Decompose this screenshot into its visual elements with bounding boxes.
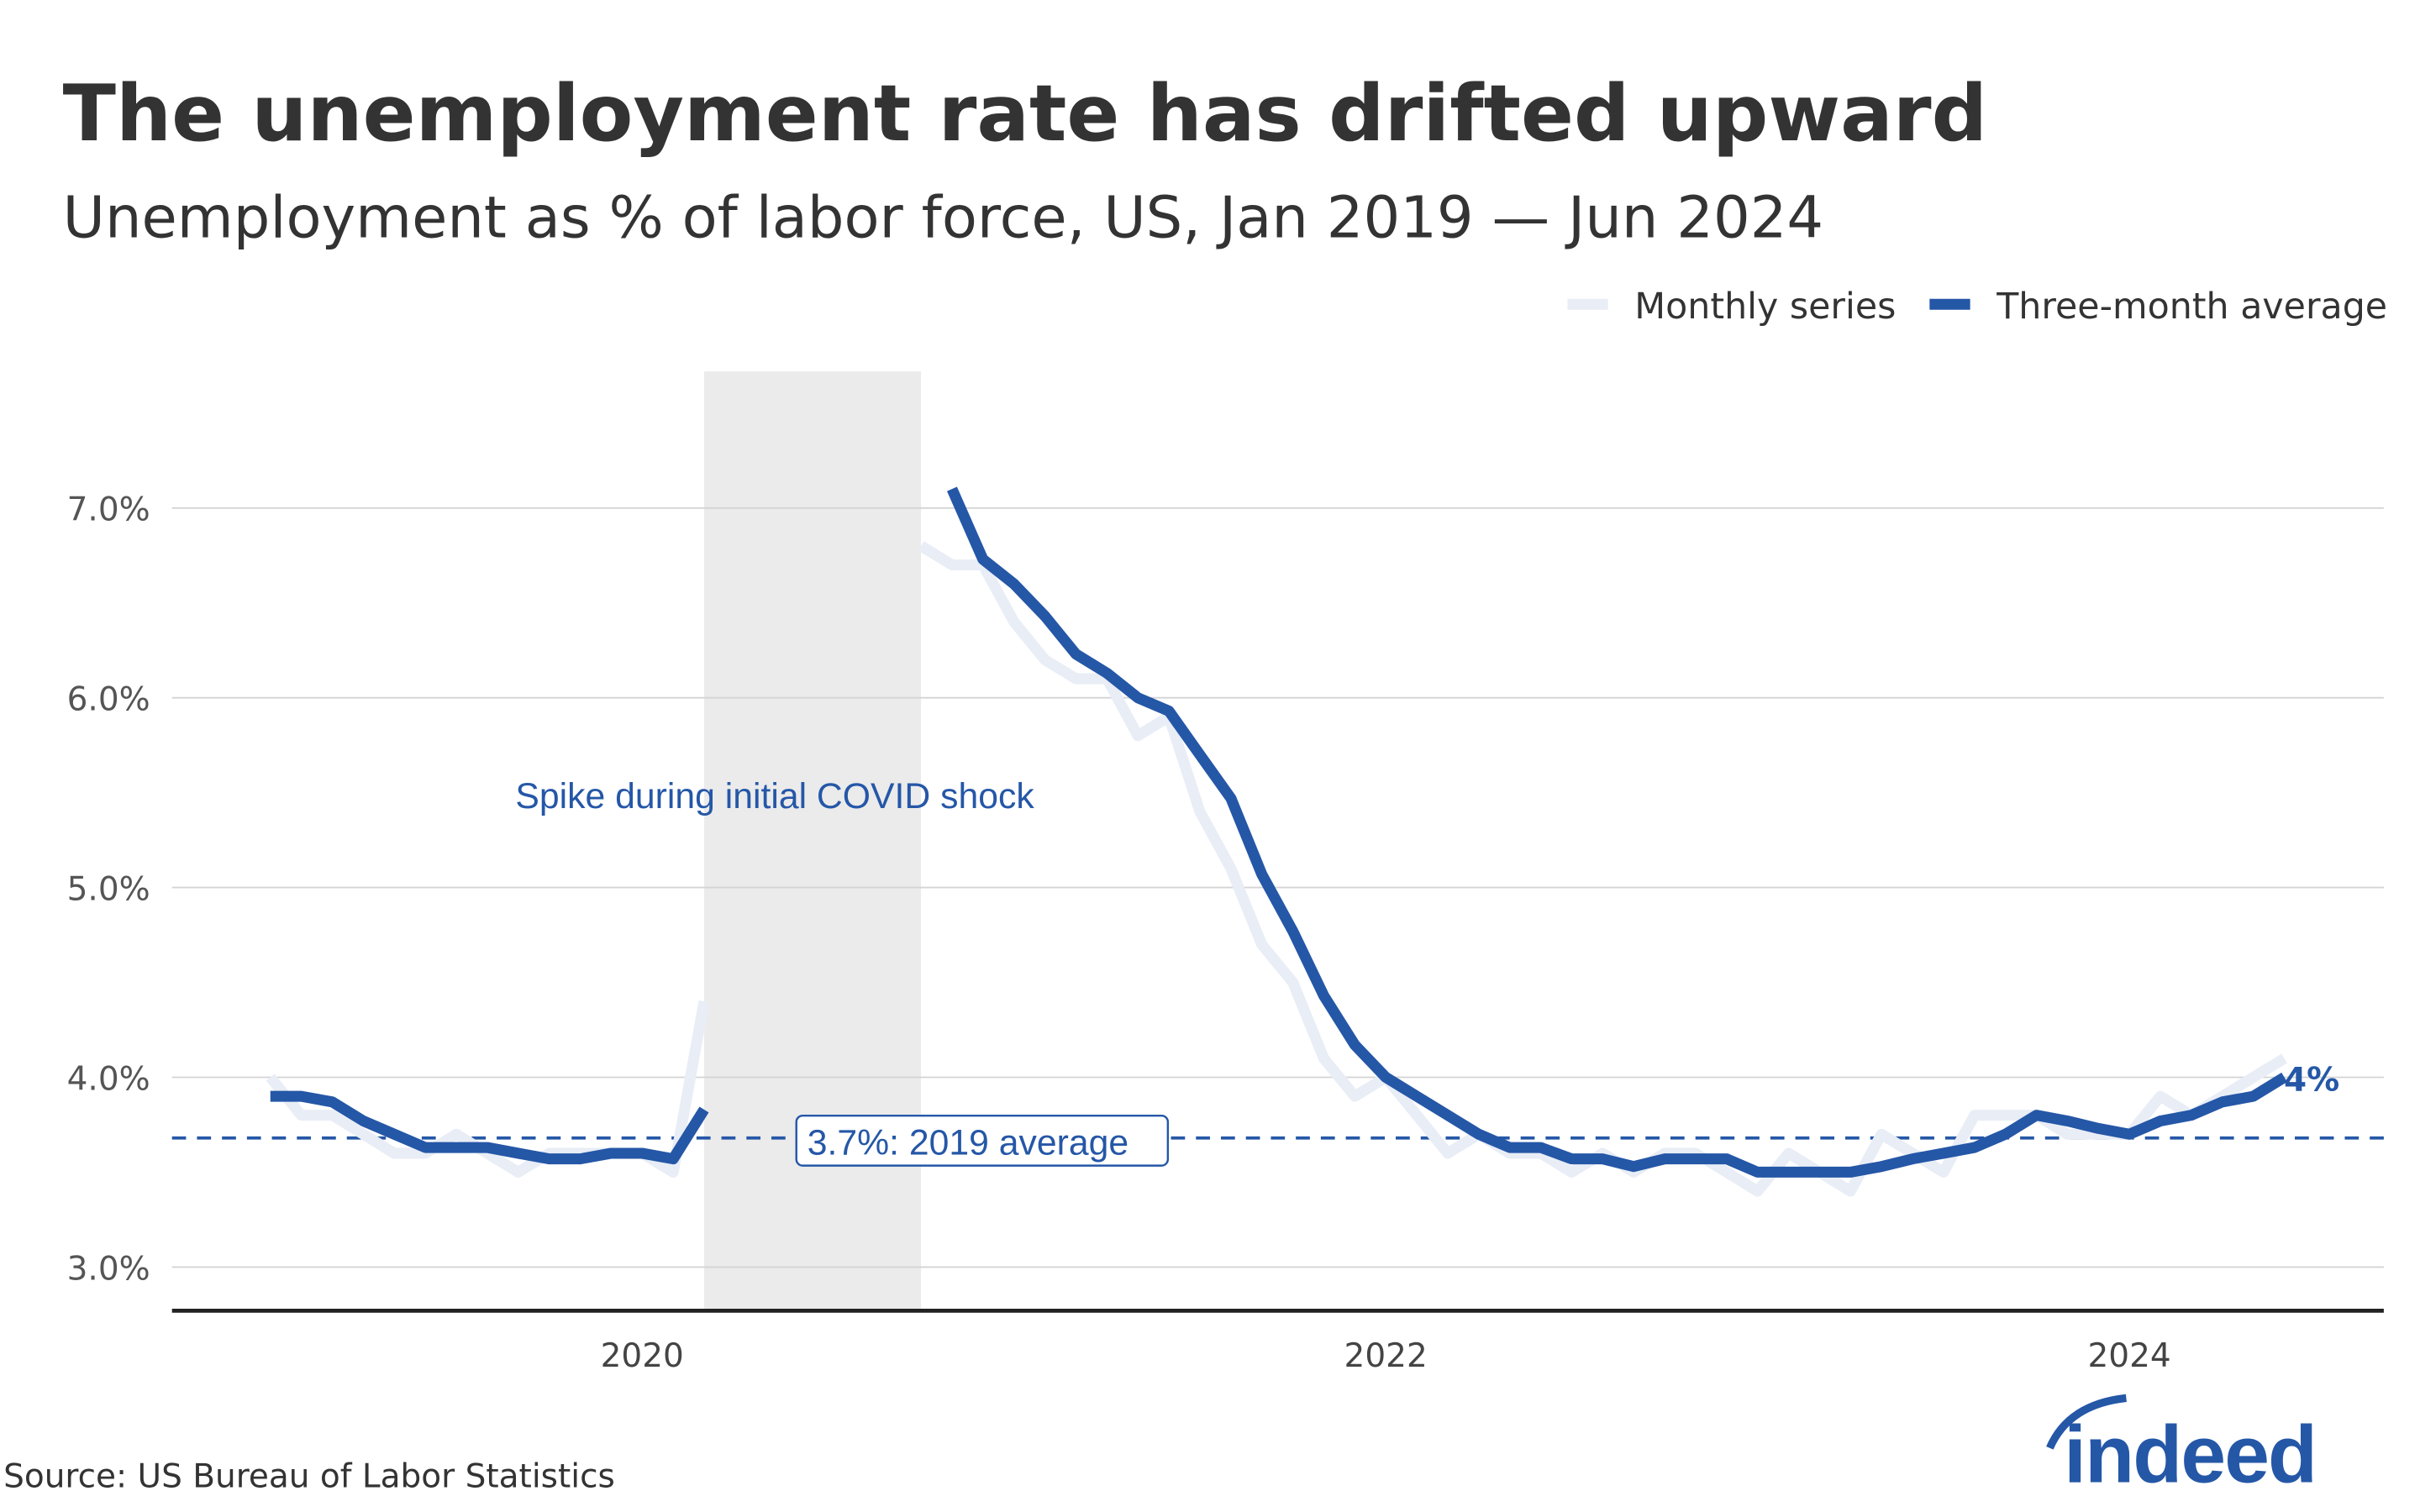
- chart-title: The unemployment rate has drifted upward: [63, 68, 1987, 159]
- y-tick-label: 4.0%: [67, 1060, 150, 1098]
- legend-monthly-label: Monthly series: [1634, 286, 1896, 328]
- reference-label: 3.7%: 2019 average: [808, 1123, 1128, 1163]
- source-note: Source: US Bureau of Labor Statistics: [3, 1457, 615, 1495]
- shaded-region: [703, 371, 922, 1311]
- logo-arc: [2046, 1394, 2127, 1450]
- series-line-segment: [270, 1090, 709, 1165]
- monthly-series: [266, 541, 2287, 1197]
- covid-annotation: Spike during initial COVID shock: [515, 776, 1034, 816]
- y-tick-label: 7.0%: [67, 491, 150, 529]
- gridlines: [171, 507, 2384, 1268]
- end-value-label: 4%: [2284, 1061, 2339, 1099]
- svg-text:indeed: indeed: [2064, 1410, 2316, 1500]
- x-tick-label: 2024: [2087, 1337, 2170, 1375]
- three-month-average-series: [270, 486, 2287, 1178]
- y-tick-label: 6.0%: [67, 681, 150, 719]
- legend-average-label: Three-month average: [1996, 286, 2387, 328]
- y-tick-labels: 3.0% 4.0% 5.0% 6.0% 7.0%: [67, 491, 150, 1289]
- x-tick-label: 2020: [601, 1337, 684, 1375]
- indeed-logo: indeed: [2046, 1394, 2317, 1500]
- y-tick-label: 3.0%: [67, 1250, 150, 1288]
- series-line-segment: [918, 541, 2287, 1197]
- legend: Monthly series Three-month average: [1567, 286, 2387, 328]
- series-lines: [266, 486, 2287, 1197]
- series-line-segment: [946, 486, 2287, 1178]
- chart-subtitle: Unemployment as % of labor force, US, Ja…: [63, 184, 1824, 251]
- y-tick-label: 5.0%: [67, 870, 150, 908]
- x-tick-labels: 2020 2022 2024: [601, 1337, 2171, 1375]
- x-tick-label: 2022: [1344, 1337, 1428, 1375]
- covid-shaded-period: [703, 371, 922, 1311]
- reference-label-box: [795, 1114, 1170, 1167]
